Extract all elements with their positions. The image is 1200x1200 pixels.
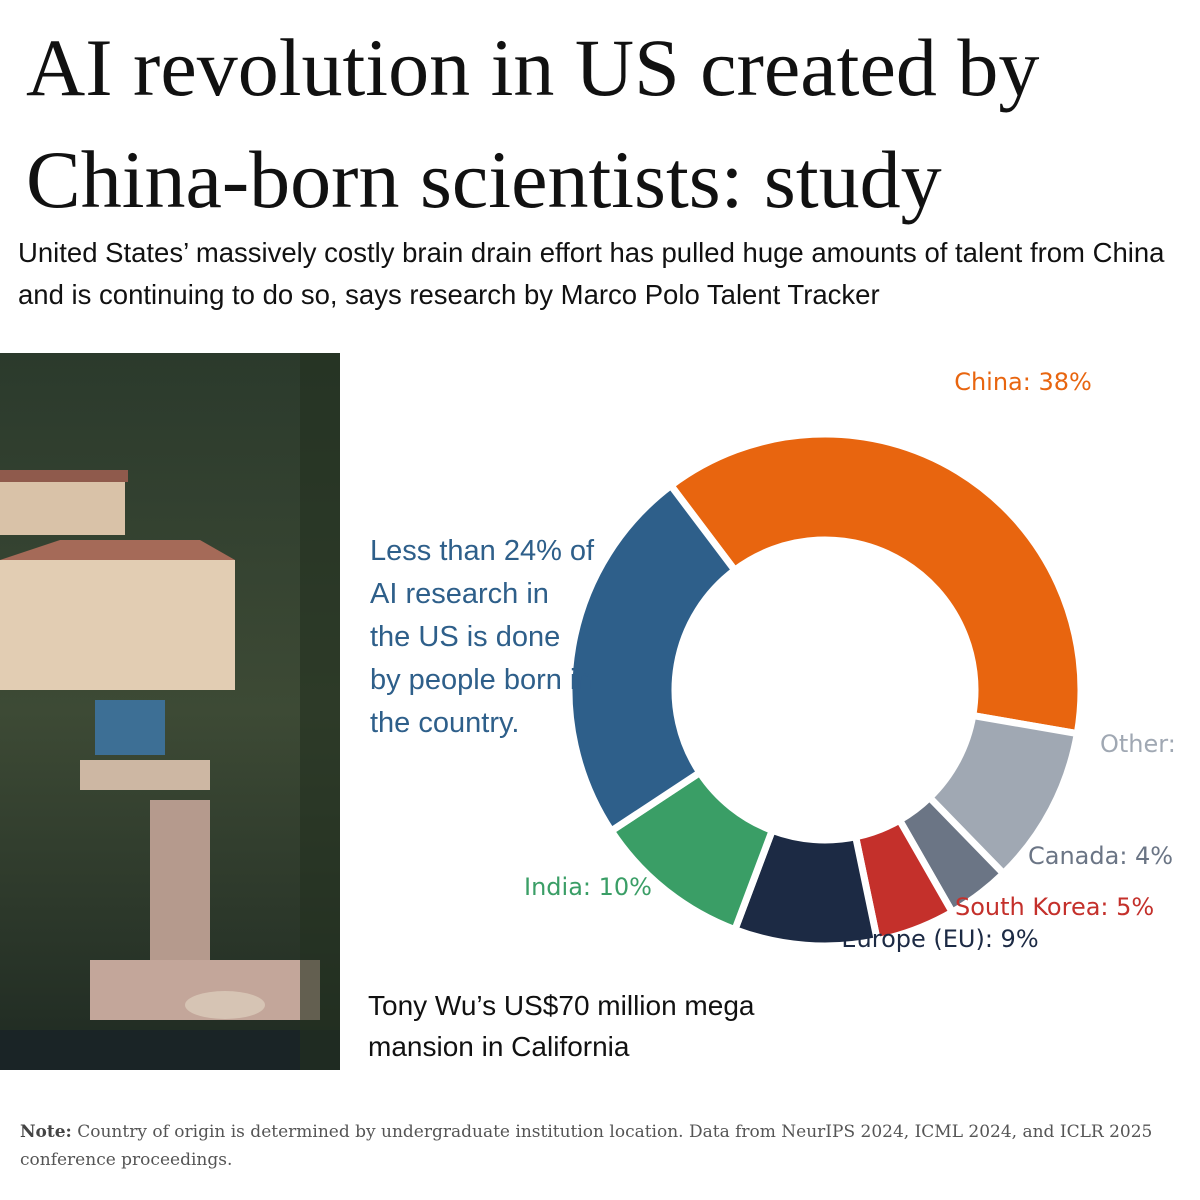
- title: AI revolution in US created by China-bor…: [26, 22, 1040, 225]
- annotation: Less than 24% of AI research in the US i…: [370, 535, 595, 739]
- segment-label: China: 38%: [954, 368, 1092, 396]
- subtitle: United States’ massively costly brain dr…: [18, 237, 1165, 310]
- note-label: Note:: [20, 1122, 72, 1142]
- note-text: Country of origin is determined by under…: [20, 1122, 1153, 1170]
- photo-caption: Tony Wu’s US$70 million mega mansion in …: [368, 990, 755, 1062]
- segment-label: Europe (EU): 9%: [841, 925, 1038, 953]
- note: Note: Country of origin is determined by…: [20, 1118, 1180, 1174]
- segment-label: Other:: [1100, 730, 1176, 758]
- segment-label: India: 10%: [524, 873, 652, 901]
- segment-label: Canada: 4%: [1028, 842, 1173, 870]
- donut-segment: [666, 430, 1085, 738]
- segment-label: South Korea: 5%: [955, 893, 1154, 921]
- photo: [0, 353, 340, 1070]
- donut-segment: [565, 480, 740, 836]
